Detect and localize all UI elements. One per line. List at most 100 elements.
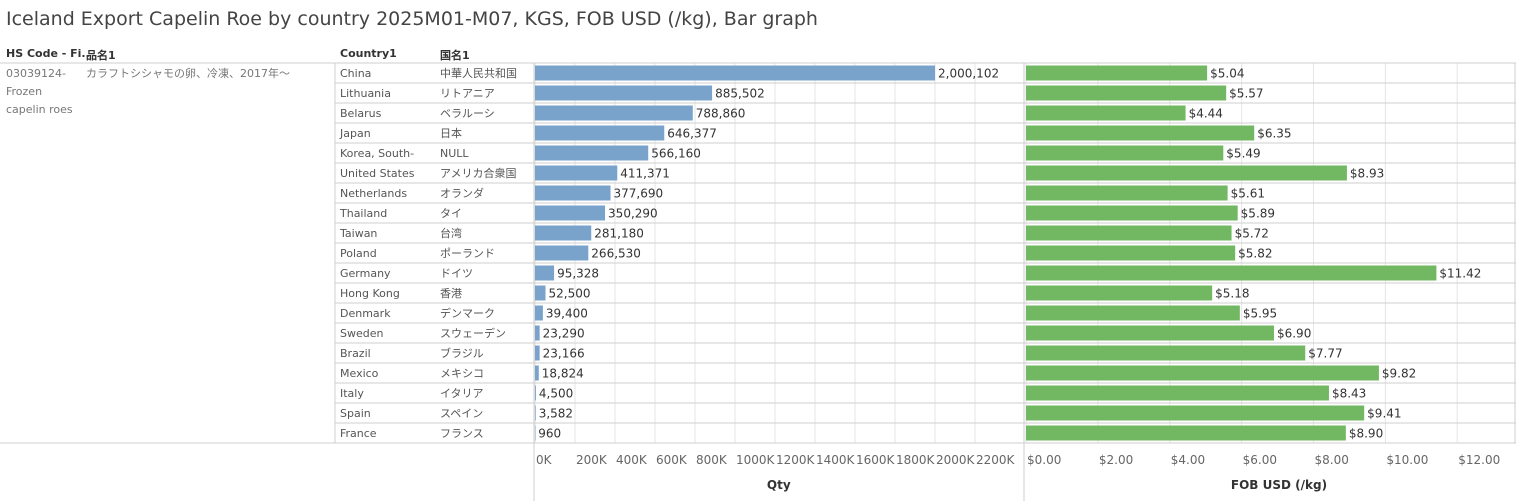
fob-value-label: $4.44 [1189, 107, 1223, 121]
qty-bar [535, 165, 618, 181]
fob-value-label: $5.18 [1215, 287, 1249, 301]
fob-axis-title: FOB USD (/kg) [1231, 478, 1327, 492]
country-label: France [340, 427, 377, 440]
qty-bar [535, 285, 546, 301]
country-label: Denmark [340, 307, 391, 320]
qty-value-label: 350,290 [608, 207, 658, 221]
country-label: Poland [340, 247, 377, 260]
header-country[interactable]: Country1 [340, 47, 397, 60]
item-name-value: カラフトシシャモの卵、冷凍、2017年～ [86, 66, 290, 80]
qty-value-label: 960 [538, 427, 561, 441]
header-hs-code[interactable]: HS Code - Fi.. [6, 47, 90, 60]
country-jp-label: リトアニア [440, 87, 495, 100]
fob-bar [1026, 325, 1274, 341]
country-jp-label: スウェーデン [440, 326, 506, 340]
qty-bar [535, 365, 539, 381]
qty-bar [535, 225, 592, 241]
country-jp-label: 香港 [440, 287, 462, 300]
country-jp-label: ドイツ [440, 267, 473, 280]
qty-bar [535, 185, 611, 201]
country-label: Italy [340, 387, 364, 400]
qty-axis-title: Qty [767, 478, 791, 492]
fob-tick-label: $8.00 [1315, 453, 1349, 467]
fob-tick-label: $4.00 [1171, 453, 1205, 467]
fob-value-label: $6.35 [1257, 127, 1291, 141]
country-label: Korea, South- [340, 147, 414, 160]
fob-bar [1026, 385, 1329, 401]
fob-value-label: $8.90 [1349, 427, 1383, 441]
qty-value-label: 3,582 [539, 407, 573, 421]
qty-bar [535, 385, 536, 401]
fob-value-label: $5.61 [1231, 187, 1265, 201]
fob-value-label: $8.43 [1332, 387, 1366, 401]
country-jp-label: アメリカ合衆国 [440, 166, 516, 180]
qty-value-label: 281,180 [594, 227, 644, 241]
qty-bar [535, 85, 713, 101]
qty-value-label: 885,502 [715, 87, 765, 101]
country-jp-label: オランダ [440, 186, 484, 200]
country-jp-label: タイ [440, 207, 462, 220]
qty-tick-label: 1400K [816, 453, 856, 467]
fob-bar [1026, 265, 1437, 281]
fob-tick-label: $2.00 [1099, 453, 1133, 467]
hs-code-line: Frozen [6, 85, 42, 98]
qty-value-label: 4,500 [539, 387, 573, 401]
qty-bar [535, 205, 606, 221]
header-country-jp[interactable]: 国名1 [440, 49, 470, 62]
country-jp-label: メキシコ [440, 367, 484, 380]
country-jp-label: デンマーク [440, 306, 495, 320]
fob-bar [1026, 145, 1224, 161]
qty-bar [535, 425, 536, 441]
qty-value-label: 788,860 [696, 107, 746, 121]
country-label: United States [340, 167, 415, 180]
fob-value-label: $6.90 [1277, 327, 1311, 341]
fob-bar [1026, 245, 1236, 261]
fob-bar [1026, 85, 1227, 101]
qty-tick-label: 2200K [976, 453, 1016, 467]
hs-code-line: capelin roes [6, 103, 73, 116]
fob-bar [1026, 365, 1379, 381]
country-label: Sweden [340, 327, 383, 340]
country-label: Taiwan [339, 227, 377, 240]
fob-bar [1026, 185, 1228, 201]
qty-value-label: 266,530 [591, 247, 641, 261]
qty-tick-label: 1200K [776, 453, 816, 467]
country-label: Netherlands [340, 187, 407, 200]
qty-value-label: 377,690 [614, 187, 664, 201]
fob-bar [1026, 345, 1306, 361]
fob-value-label: $5.04 [1210, 67, 1244, 81]
qty-bar [535, 65, 936, 81]
qty-bar [535, 245, 589, 261]
country-label: China [340, 67, 371, 80]
fob-bar [1026, 425, 1346, 441]
qty-tick-label: 400K [616, 453, 648, 467]
fob-tick-label: $6.00 [1243, 453, 1277, 467]
country-jp-label: 日本 [440, 126, 462, 140]
fob-value-label: $5.82 [1238, 247, 1272, 261]
fob-value-label: $7.77 [1308, 347, 1342, 361]
qty-tick-label: 1000K [736, 453, 776, 467]
country-jp-label: フランス [440, 427, 484, 440]
qty-tick-label: 200K [576, 453, 608, 467]
country-label: Spain [340, 407, 371, 420]
header-item-name[interactable]: 品名1 [86, 49, 116, 62]
fob-bar [1026, 165, 1347, 181]
qty-bar [535, 125, 665, 141]
country-label: Germany [340, 267, 391, 280]
fob-bar [1026, 305, 1240, 321]
fob-tick-label: $10.00 [1386, 453, 1428, 467]
fob-bar [1026, 125, 1255, 141]
qty-value-label: 646,377 [667, 127, 717, 141]
fob-value-label: $9.41 [1367, 407, 1401, 421]
qty-bar [535, 405, 536, 421]
fob-value-label: $5.72 [1235, 227, 1269, 241]
qty-value-label: 52,500 [549, 287, 591, 301]
country-jp-label: イタリア [440, 387, 484, 400]
country-jp-label: NULL [440, 147, 469, 160]
qty-tick-label: 2000K [936, 453, 976, 467]
qty-tick-label: 1800K [896, 453, 936, 467]
qty-bar [535, 105, 693, 121]
fob-bar [1026, 285, 1213, 301]
country-label: Mexico [340, 367, 379, 380]
fob-value-label: $5.89 [1241, 207, 1275, 221]
